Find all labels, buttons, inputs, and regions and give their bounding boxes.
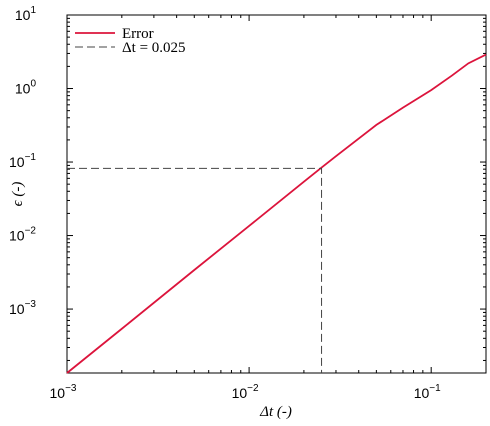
y-tick-label: 100 (15, 79, 37, 97)
y-tick-base: 10 (9, 228, 25, 244)
series-line (67, 167, 323, 373)
y-tick-exponent: −2 (25, 226, 37, 237)
plot-frame (66, 14, 487, 374)
x-axis-label: Δt (-) (259, 404, 292, 420)
y-tick-base: 10 (15, 81, 31, 97)
x-tick-exponent: −2 (247, 383, 259, 394)
y-tick-exponent: −3 (25, 299, 37, 310)
legend-label: Δt = 0.025 (122, 40, 186, 56)
x-tick-exponent: −3 (65, 383, 77, 394)
y-tick-label: 10−1 (9, 152, 36, 170)
legend-label: Error (122, 26, 154, 42)
y-tick-base: 10 (9, 154, 25, 170)
x-tick-label: 10−1 (414, 383, 441, 401)
x-tick-base: 10 (232, 385, 248, 401)
series-line (66, 53, 487, 374)
x-tick-label: 10−3 (50, 383, 77, 401)
x-tick-base: 10 (414, 385, 430, 401)
y-tick-label: 101 (15, 5, 37, 23)
y-tick-exponent: −1 (25, 152, 37, 163)
x-tick-exponent: −1 (429, 383, 441, 394)
x-tick-base: 10 (50, 385, 66, 401)
x-tick-label: 10−2 (232, 383, 259, 401)
y-tick-label: 10−3 (9, 299, 36, 317)
y-axis-label: ϵ (-) (10, 182, 26, 207)
y-tick-exponent: 0 (30, 79, 36, 90)
y-tick-label: 10−2 (9, 226, 36, 244)
y-tick-base: 10 (9, 301, 25, 317)
y-tick-base: 10 (15, 7, 31, 23)
y-tick-exponent: 1 (30, 5, 36, 16)
